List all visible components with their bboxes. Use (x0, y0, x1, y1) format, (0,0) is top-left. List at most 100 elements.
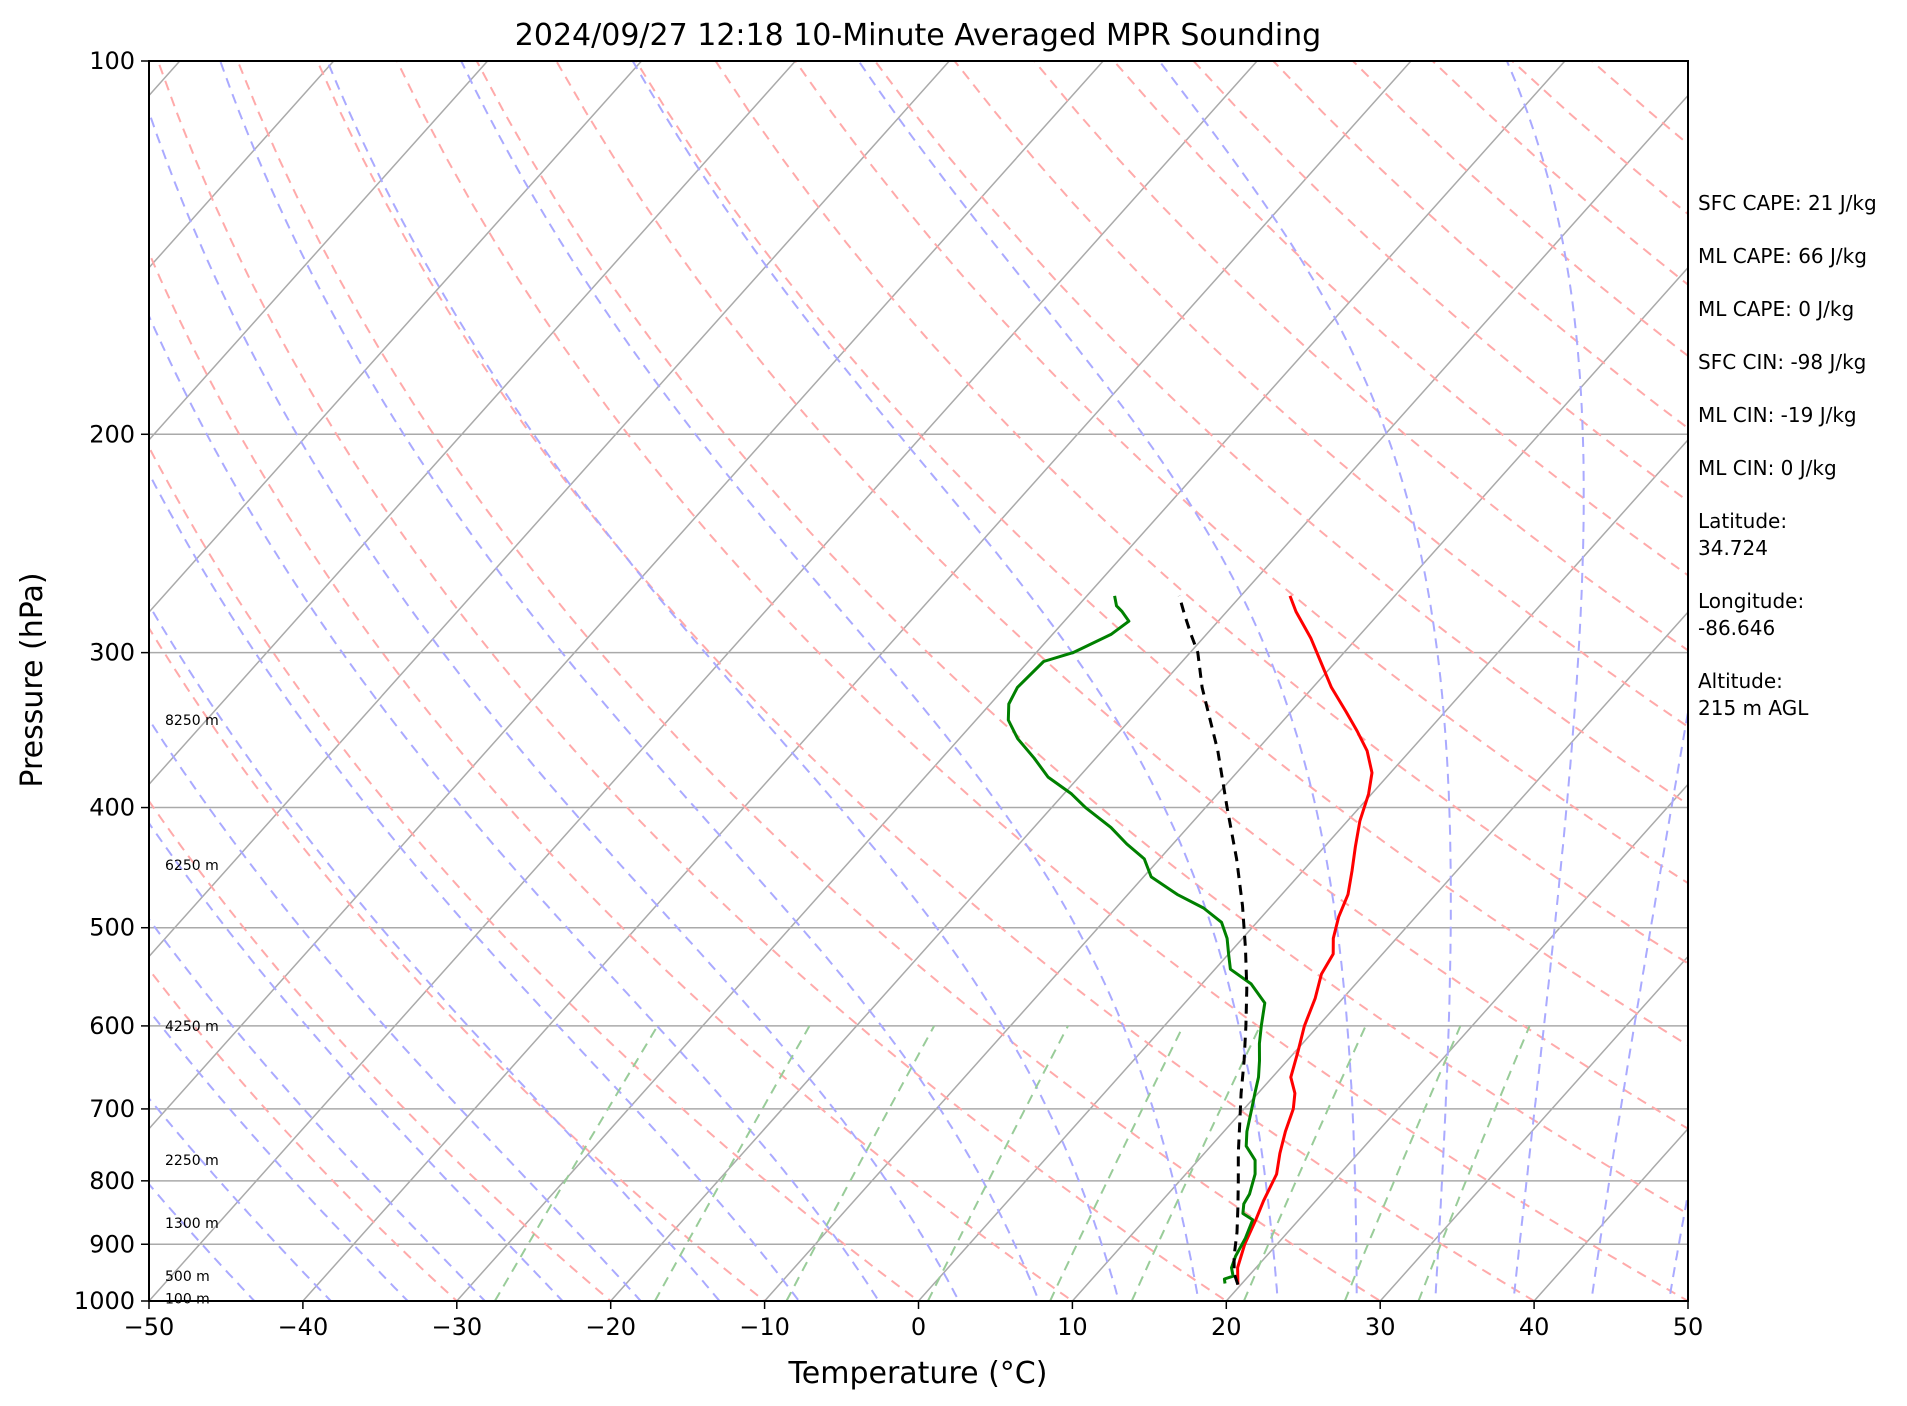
moist-adiabat-line (149, 109, 960, 1301)
moist-adiabat-line (857, 61, 1358, 1301)
x-tick-label: 50 (1673, 1313, 1704, 1341)
moist-adiabat-line (149, 313, 880, 1301)
moist-adiabat-line (149, 471, 801, 1301)
dry-adiabat-line (714, 61, 1688, 965)
moist-adiabat-line (1590, 706, 1688, 1301)
mixing-ratio-line (785, 1025, 936, 1301)
dry-adiabat-line (236, 61, 1383, 1301)
x-axis: −50 −40 −30 −20 −10 0 10 20 30 40 50 (124, 1301, 1704, 1341)
background-reference-lines (149, 61, 1688, 1301)
sounding-series (1006, 595, 1374, 1286)
y-tick-label: 200 (89, 420, 135, 448)
y-tick-label: 900 (89, 1230, 135, 1258)
isotherm-line (149, 61, 1259, 1301)
isotherm-line (763, 266, 1688, 1301)
annotation-text: 34.724 (1698, 536, 1768, 560)
moist-adiabat-line (631, 61, 1279, 1301)
annotation-text: -86.646 (1698, 616, 1775, 640)
mixing-ratio-line (654, 1025, 811, 1301)
height-label: 8250 m (165, 713, 219, 729)
y-tick-label: 700 (89, 1095, 135, 1123)
x-tick-label: −10 (739, 1313, 790, 1341)
annotation-text: SFC CIN: -98 J/kg (1698, 350, 1866, 374)
x-tick-label: 0 (911, 1313, 926, 1341)
height-label: 500 m (165, 1269, 210, 1285)
dry-adiabat-line (1033, 61, 1688, 652)
x-tick-label: −30 (431, 1313, 482, 1341)
mixing-ratio-line (927, 1025, 1069, 1301)
x-tick-label: 30 (1365, 1313, 1396, 1341)
y-tick-label: 400 (89, 794, 135, 822)
isotherm-line (1379, 955, 1688, 1301)
isotherm-line (609, 94, 1688, 1301)
x-tick-label: −40 (278, 1313, 329, 1341)
x-tick-label: 40 (1519, 1313, 1550, 1341)
moist-adiabat-line (149, 821, 564, 1301)
dry-adiabat-line (555, 61, 1688, 1130)
annotation-text: Latitude: (1698, 509, 1787, 533)
dry-adiabat-line (475, 61, 1688, 1216)
x-tick-label: 20 (1211, 1313, 1242, 1341)
height-labels: 8250 m 6250 m 4250 m 2250 m 1300 m 500 m 100 m (165, 713, 219, 1307)
isotherm-line (149, 61, 951, 958)
dry-adiabat-line (149, 967, 459, 1301)
dry-adiabat-line (149, 250, 1075, 1301)
isotherm-line (917, 438, 1688, 1301)
dry-adiabat-line (149, 799, 613, 1301)
y-tick-label: 100 (89, 47, 135, 75)
y-axis-label: Pressure (hPa) (15, 572, 50, 787)
isotherm-line (149, 61, 643, 614)
moist-adiabat-line (149, 1009, 410, 1301)
mixing-ratio-line (1417, 1025, 1531, 1301)
dry-adiabat-line (157, 61, 1229, 1301)
isotherm-line (1225, 783, 1688, 1301)
isotherm-line (149, 61, 335, 269)
parcel-line (1177, 595, 1249, 1286)
y-tick-label: 1000 (74, 1287, 135, 1315)
annotation-text: SFC CAPE: 21 J/kg (1698, 191, 1877, 215)
chart-title: 2024/09/27 12:18 10-Minute Averaged MPR … (515, 18, 1321, 53)
height-label: 4250 m (165, 1019, 219, 1035)
x-tick-label: −20 (585, 1313, 636, 1341)
annotation-text: ML CIN: -19 J/kg (1698, 403, 1857, 427)
y-tick-label: 300 (89, 639, 135, 667)
isotherm-line (301, 61, 1412, 1301)
annotation-text: 215 m AGL (1698, 696, 1809, 720)
isotherm-line (149, 61, 1105, 1130)
annotation-text: Altitude: (1698, 669, 1783, 693)
height-label: 2250 m (165, 1153, 219, 1169)
mixing-ratio-line (1343, 1025, 1462, 1301)
dry-adiabat-line (794, 61, 1688, 885)
moist-adiabat-line (1158, 61, 1452, 1301)
dry-adiabat-line (396, 61, 1688, 1301)
x-tick-label: 10 (1057, 1313, 1088, 1341)
x-tick-label: −50 (124, 1313, 175, 1341)
y-axis: 100 200 300 400 500 600 700 800 900 1000 (74, 47, 149, 1315)
temperature-line (1236, 595, 1374, 1285)
moist-adiabat-line (149, 1096, 333, 1301)
annotation-text: ML CAPE: 66 J/kg (1698, 244, 1867, 268)
y-tick-label: 500 (89, 914, 135, 942)
x-axis-label: Temperature (°C) (788, 1356, 1048, 1391)
sounding-parameters: SFC CAPE: 21 J/kg ML CAPE: 66 J/kg ML CAPE… (1698, 191, 1877, 720)
moist-adiabat-line (149, 917, 487, 1301)
y-tick-label: 600 (89, 1012, 135, 1040)
moist-adiabat-line (460, 61, 1200, 1301)
dry-adiabat-line (635, 61, 1688, 1047)
moist-adiabat-line (1667, 1188, 1688, 1301)
moist-adiabat-line (149, 1182, 256, 1301)
height-label: 100 m (165, 1291, 210, 1307)
y-tick-label: 800 (89, 1167, 135, 1195)
dry-adiabat-line (149, 445, 921, 1301)
annotation-text: ML CIN: 0 J/kg (1698, 456, 1837, 480)
isotherm-line (149, 61, 489, 442)
moist-adiabat-line (149, 717, 643, 1301)
mixing-ratio-line (1130, 1025, 1262, 1301)
dewpoint-line (1006, 595, 1267, 1284)
mixing-ratio-line (1049, 1025, 1185, 1301)
isotherm-line (455, 61, 1566, 1301)
dry-adiabat-line (953, 61, 1688, 728)
moist-adiabat-line (1505, 61, 1585, 1301)
